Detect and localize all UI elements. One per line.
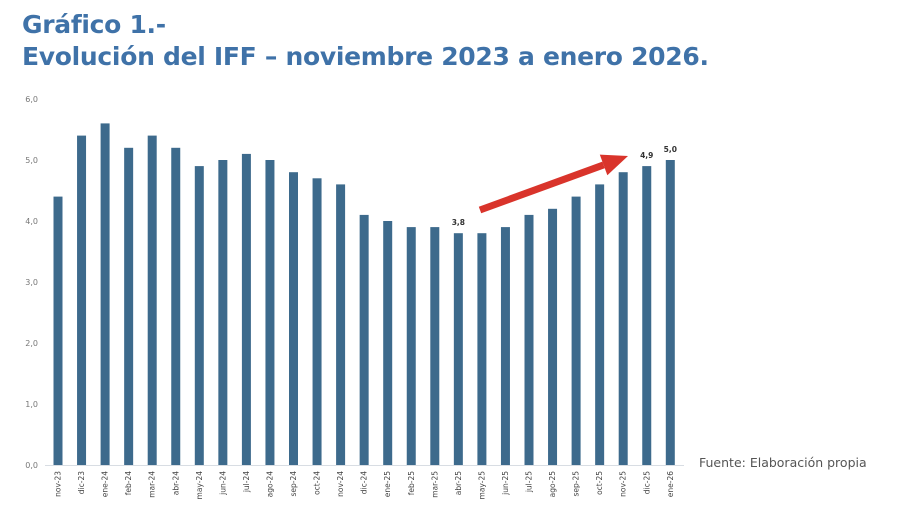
bar-jun-24 (218, 160, 228, 465)
bar-jul-24 (241, 153, 251, 465)
bar-dic-24 (359, 214, 369, 465)
y-tick-label: 5,0 (25, 156, 38, 165)
bar-ene-24 (100, 123, 110, 466)
x-tick-label: may-24 (195, 471, 204, 500)
bar-dic-23 (77, 135, 87, 465)
x-tick-label: mar-25 (430, 471, 439, 498)
x-tick-label: feb-25 (407, 471, 416, 495)
bar-ene-25 (383, 221, 393, 465)
bar-mar-25 (430, 227, 440, 465)
x-tick-label: abr-24 (171, 471, 180, 495)
bar-sep-24 (289, 172, 298, 465)
x-tick-label: ago-25 (548, 471, 557, 498)
x-tick-label: mar-24 (148, 471, 157, 498)
chart-title-line1: Gráfico 1.- (22, 10, 166, 39)
bar-ene-26 (665, 160, 675, 465)
x-tick-label: oct-25 (595, 471, 604, 495)
x-tick-label: nov-23 (54, 471, 63, 497)
bar-may-24 (194, 166, 204, 465)
x-tick-label: nov-25 (619, 471, 628, 497)
y-tick-label: 3,0 (25, 278, 38, 287)
chart-title-line2: Evolución del IFF – noviembre 2023 a ene… (22, 42, 709, 71)
bar-abr-24 (171, 147, 181, 466)
y-tick-label: 1,0 (25, 400, 38, 409)
bar-ago-24 (265, 160, 275, 465)
data-label-abr-25: 3,8 (452, 218, 465, 227)
x-tick-label: feb-24 (124, 471, 133, 495)
bar-feb-24 (124, 147, 134, 466)
bar-jul-25 (524, 214, 534, 465)
x-tick-label: jul-25 (525, 471, 534, 493)
y-tick-label: 4,0 (25, 217, 38, 226)
x-tick-label: dic-23 (77, 471, 86, 494)
x-tick-label: dic-24 (360, 471, 369, 494)
bar-oct-24 (312, 178, 322, 466)
y-tick-label: 6,0 (25, 95, 38, 104)
bar-jun-25 (500, 227, 510, 465)
bar-ago-25 (548, 208, 558, 466)
bar-abr-25 (453, 233, 463, 465)
x-tick-label: oct-24 (313, 471, 322, 495)
bar-mar-24 (147, 135, 157, 465)
bar-oct-25 (595, 184, 605, 465)
x-tick-label: sep-25 (572, 471, 581, 497)
y-tick-label: 0,0 (25, 461, 38, 470)
bar-nov-24 (336, 184, 346, 465)
x-tick-label: dic-25 (642, 471, 651, 494)
data-label-ene-26: 5,0 (664, 145, 677, 154)
bar-dic-25 (642, 166, 652, 465)
x-tick-label: abr-25 (454, 471, 463, 495)
x-tick-label: jul-24 (242, 471, 251, 493)
x-tick-label: sep-24 (289, 471, 298, 497)
x-tick-label: jun-25 (501, 471, 510, 496)
source-note: Fuente: Elaboración propia (699, 455, 867, 470)
bar-nov-25 (618, 172, 628, 465)
bar-sep-25 (571, 196, 581, 465)
x-tick-label: ene-25 (383, 471, 392, 497)
bar-nov-23 (53, 196, 63, 465)
x-tick-label: nov-24 (336, 471, 345, 497)
x-tick-label: may-25 (477, 471, 486, 500)
bar-feb-25 (406, 227, 416, 465)
trend-arrow-shaft (478, 161, 605, 214)
x-tick-label: ene-26 (666, 471, 675, 497)
y-tick-label: 2,0 (25, 339, 38, 348)
x-tick-label: ago-24 (265, 471, 274, 498)
x-tick-label: jun-24 (218, 471, 227, 496)
data-label-dic-25: 4,9 (640, 151, 653, 160)
x-tick-label: ene-24 (101, 471, 110, 497)
trend-arrow-head-icon (599, 154, 628, 176)
bar-may-25 (477, 233, 487, 465)
